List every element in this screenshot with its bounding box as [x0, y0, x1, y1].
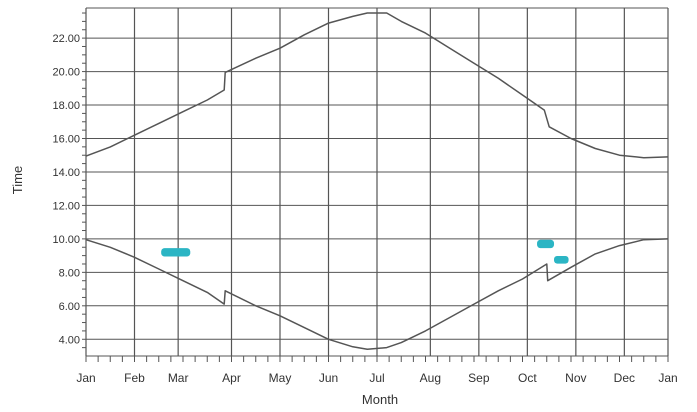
teal-annotation-mark: [161, 248, 191, 257]
x-tick-label: Dec: [614, 371, 635, 385]
y-tick-label: 6.00: [59, 301, 80, 313]
sunrise-line: [85, 238, 669, 351]
x-tick-label: Apr: [222, 371, 241, 385]
teal-annotation-mark: [537, 239, 555, 249]
y-tick-label: 18.00: [52, 100, 80, 112]
y-tick-label: 14.00: [52, 167, 80, 179]
y-tick-labels: 4.00 6.00 8.00 10.00 12.00 14.00 16.00 18.00 20.…: [52, 33, 80, 346]
series: [85, 12, 669, 351]
teal-annotation-mark: [554, 256, 569, 264]
x-tick-label: Jun: [319, 371, 338, 385]
x-tick-label: Sep: [468, 371, 490, 385]
x-axis-title: Month: [362, 392, 398, 407]
y-tick-label: 12.00: [52, 200, 80, 212]
y-tick-label: 10.00: [52, 234, 80, 246]
x-tick-labels: Jan Feb Mar Apr May Jun Jul Aug Sep Oct Nov Dec Jan: [76, 371, 677, 385]
x-tick-label: Nov: [565, 371, 586, 385]
y-tick-label: 20.00: [52, 67, 80, 79]
y-tick-label: 16.00: [52, 134, 80, 146]
x-tick-label: Jul: [369, 371, 384, 385]
x-tick-label: Feb: [124, 371, 145, 385]
x-tick-label: May: [269, 371, 292, 385]
x-tick-label: Aug: [420, 371, 441, 385]
minor-ticks: [82, 12, 669, 362]
x-tick-label: Mar: [168, 371, 189, 385]
sunset-line: [85, 12, 669, 159]
x-tick-label: Jan: [658, 371, 677, 385]
y-axis-title: Time: [10, 166, 25, 194]
annotations: [161, 239, 569, 264]
y-tick-label: 22.00: [52, 33, 80, 45]
y-tick-label: 4.00: [59, 334, 80, 346]
x-tick-label: Jan: [76, 371, 95, 385]
x-tick-label: Oct: [518, 371, 537, 385]
grid: [85, 7, 669, 357]
y-tick-label: 8.00: [59, 267, 80, 279]
